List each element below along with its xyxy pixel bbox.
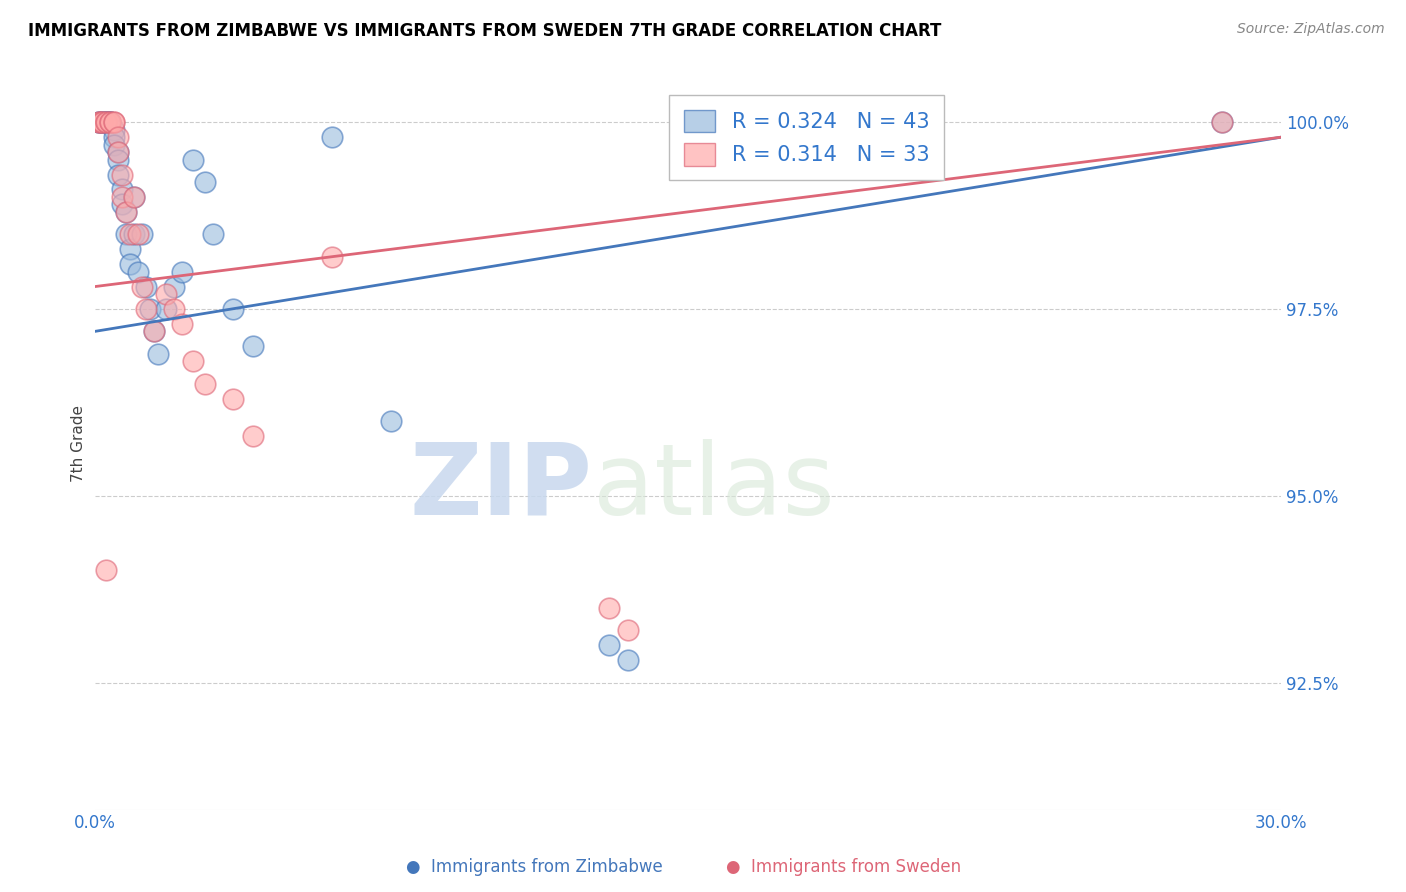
Point xyxy=(115,205,138,219)
Point xyxy=(194,376,217,391)
Point xyxy=(194,175,217,189)
Point xyxy=(142,325,165,339)
Point xyxy=(91,115,114,129)
Point xyxy=(131,227,153,242)
Point xyxy=(122,227,145,242)
Point xyxy=(103,115,125,129)
Point xyxy=(170,265,193,279)
Point xyxy=(91,115,114,129)
Point xyxy=(100,115,122,129)
Point xyxy=(127,227,149,242)
Point xyxy=(111,168,134,182)
Point xyxy=(139,301,162,316)
Text: atlas: atlas xyxy=(593,439,835,536)
Point xyxy=(100,115,122,129)
Point xyxy=(242,429,264,443)
Point xyxy=(100,115,122,129)
Text: ●  Immigrants from Zimbabwe: ● Immigrants from Zimbabwe xyxy=(406,858,662,876)
Point xyxy=(91,115,114,129)
Point xyxy=(242,339,264,353)
Point xyxy=(107,145,129,160)
Point xyxy=(103,137,125,152)
Point xyxy=(380,414,402,428)
Point xyxy=(163,301,186,316)
Point xyxy=(135,279,157,293)
Point xyxy=(100,115,122,129)
Point xyxy=(155,287,177,301)
Point xyxy=(183,153,205,167)
Point xyxy=(87,115,110,129)
Point xyxy=(183,354,205,368)
Point xyxy=(1211,115,1233,129)
Point xyxy=(107,130,129,145)
Point xyxy=(103,130,125,145)
Point xyxy=(96,115,118,129)
Y-axis label: 7th Grade: 7th Grade xyxy=(72,405,86,482)
Point xyxy=(107,153,129,167)
Point xyxy=(96,115,118,129)
Point xyxy=(222,392,245,406)
Point xyxy=(170,317,193,331)
Point xyxy=(146,347,169,361)
Point xyxy=(321,130,343,145)
Text: IMMIGRANTS FROM ZIMBABWE VS IMMIGRANTS FROM SWEDEN 7TH GRADE CORRELATION CHART: IMMIGRANTS FROM ZIMBABWE VS IMMIGRANTS F… xyxy=(28,22,942,40)
Point xyxy=(87,115,110,129)
Text: ZIP: ZIP xyxy=(411,439,593,536)
Point xyxy=(111,190,134,204)
Point xyxy=(87,115,110,129)
Point xyxy=(103,122,125,136)
Point xyxy=(96,115,118,129)
Point xyxy=(111,182,134,196)
Text: ●  Immigrants from Sweden: ● Immigrants from Sweden xyxy=(725,858,962,876)
Point xyxy=(91,115,114,129)
Point xyxy=(598,600,620,615)
Point xyxy=(107,168,129,182)
Point xyxy=(122,190,145,204)
Point xyxy=(321,250,343,264)
Point xyxy=(202,227,225,242)
Point xyxy=(598,638,620,652)
Point xyxy=(120,242,142,256)
Point xyxy=(100,115,122,129)
Point xyxy=(107,145,129,160)
Legend: R = 0.324   N = 43, R = 0.314   N = 33: R = 0.324 N = 43, R = 0.314 N = 33 xyxy=(669,95,943,180)
Point xyxy=(1211,115,1233,129)
Point xyxy=(222,301,245,316)
Point xyxy=(87,115,110,129)
Point xyxy=(155,301,177,316)
Point xyxy=(96,115,118,129)
Text: Source: ZipAtlas.com: Source: ZipAtlas.com xyxy=(1237,22,1385,37)
Point xyxy=(617,653,640,667)
Point xyxy=(127,265,149,279)
Point xyxy=(617,624,640,638)
Point xyxy=(142,325,165,339)
Point xyxy=(111,197,134,211)
Point xyxy=(163,279,186,293)
Point xyxy=(131,279,153,293)
Point xyxy=(103,115,125,129)
Point xyxy=(135,301,157,316)
Point xyxy=(96,564,118,578)
Point xyxy=(115,205,138,219)
Point xyxy=(120,257,142,271)
Point xyxy=(96,115,118,129)
Point xyxy=(115,227,138,242)
Point xyxy=(122,190,145,204)
Point xyxy=(120,227,142,242)
